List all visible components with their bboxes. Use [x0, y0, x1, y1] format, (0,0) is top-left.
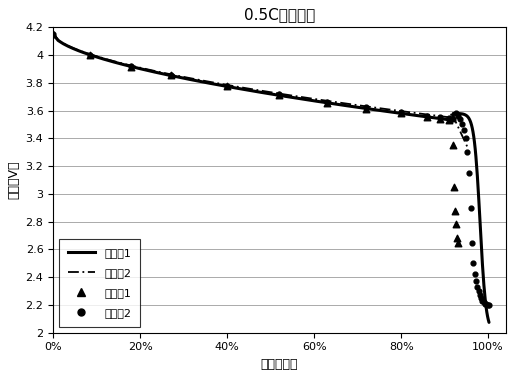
Point	[456, 116, 464, 122]
Point	[223, 82, 231, 88]
Point	[127, 63, 135, 69]
Point	[485, 302, 493, 308]
Point	[463, 149, 471, 155]
Legend: 实施例1, 实施例2, 对比例1, 对比例2: 实施例1, 实施例2, 对比例1, 对比例2	[58, 239, 140, 327]
Point	[166, 72, 174, 78]
Point	[397, 110, 405, 116]
Point	[449, 116, 458, 122]
Point	[49, 31, 57, 37]
Point	[323, 99, 331, 105]
Point	[452, 222, 460, 228]
Point	[436, 114, 444, 120]
Point	[423, 114, 431, 120]
Point	[475, 288, 483, 294]
Point	[450, 184, 458, 190]
Point	[472, 278, 480, 284]
Point	[473, 284, 481, 290]
Point	[49, 31, 57, 37]
Point	[436, 116, 444, 122]
Point	[469, 260, 478, 266]
Point	[275, 92, 283, 98]
Point	[86, 51, 94, 57]
Point	[423, 113, 431, 119]
Point	[477, 295, 485, 301]
Point	[452, 235, 461, 242]
Point	[362, 105, 370, 112]
Point	[397, 109, 405, 115]
Point	[480, 299, 488, 305]
Point	[470, 271, 479, 277]
Point	[467, 205, 475, 211]
Point	[447, 116, 455, 122]
Point	[445, 117, 453, 123]
Point	[468, 240, 476, 246]
Point	[223, 84, 231, 90]
Point	[476, 292, 484, 298]
Point	[362, 104, 370, 110]
X-axis label: 容量百分比: 容量百分比	[261, 358, 298, 371]
Point	[166, 73, 174, 79]
Point	[458, 121, 466, 127]
Point	[323, 100, 331, 106]
Point	[449, 142, 458, 148]
Point	[465, 170, 473, 176]
Point	[453, 240, 462, 246]
Point	[481, 301, 489, 307]
Y-axis label: 电压（V）: 电压（V）	[7, 161, 20, 199]
Point	[86, 52, 94, 58]
Point	[460, 127, 468, 133]
Point	[479, 298, 487, 304]
Point	[451, 110, 460, 116]
Point	[453, 113, 462, 119]
Point	[451, 208, 459, 214]
Point	[484, 302, 492, 308]
Title: 0.5C放电曲线: 0.5C放电曲线	[244, 7, 315, 22]
Point	[275, 91, 283, 98]
Point	[461, 135, 469, 141]
Point	[482, 301, 490, 307]
Point	[127, 64, 135, 70]
Point	[445, 115, 453, 121]
